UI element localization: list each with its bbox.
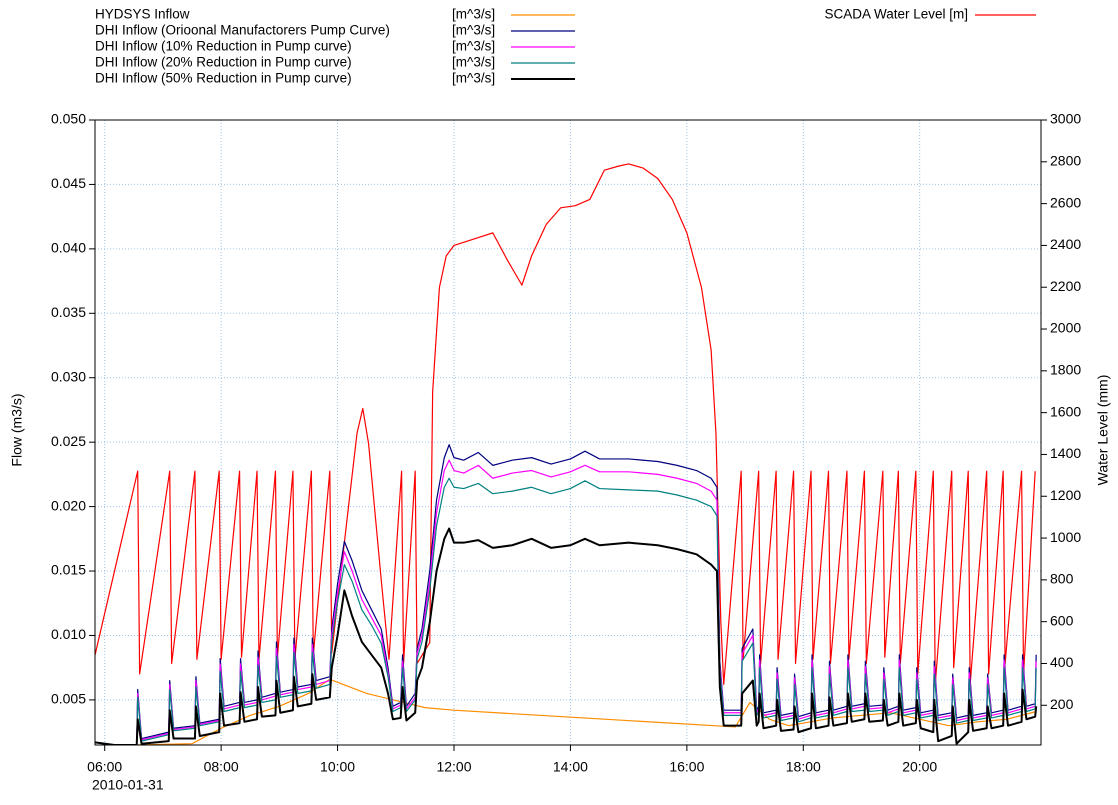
x-date-label: 2010-01-31 bbox=[92, 777, 164, 793]
y-tick-label: 0.020 bbox=[51, 497, 86, 513]
y2-tick-label: 600 bbox=[1050, 612, 1074, 628]
x-tick-label: 16:00 bbox=[669, 759, 704, 775]
y-tick-label: 0.050 bbox=[51, 111, 86, 127]
y2-tick-label: 2400 bbox=[1050, 236, 1081, 252]
legend-label: DHI Inflow (Orioonal Manufactorers Pump … bbox=[95, 23, 390, 38]
y2-tick-label: 3000 bbox=[1050, 111, 1081, 127]
y-tick-label: 0.010 bbox=[51, 626, 86, 642]
y-tick-label: 0.005 bbox=[51, 691, 86, 707]
y2-tick-label: 1800 bbox=[1050, 362, 1081, 378]
y2-tick-label: 800 bbox=[1050, 571, 1074, 587]
legend-unit: [m^3/s] bbox=[452, 71, 495, 86]
y2-tick-label: 400 bbox=[1050, 654, 1074, 670]
y-tick-label: 0.040 bbox=[51, 240, 86, 256]
x-tick-label: 18:00 bbox=[786, 759, 821, 775]
y2-tick-label: 2200 bbox=[1050, 278, 1081, 294]
legend-label: DHI Inflow (10% Reduction in Pump curve) bbox=[95, 39, 352, 54]
y-tick-label: 0.025 bbox=[51, 433, 86, 449]
series-line bbox=[136, 477, 1037, 745]
y2-tick-label: 2000 bbox=[1050, 320, 1081, 336]
plot-frame bbox=[94, 119, 1042, 746]
x-tick-label: 06:00 bbox=[87, 759, 122, 775]
y2-tick-label: 2600 bbox=[1050, 194, 1081, 210]
y-tick-label: 0.030 bbox=[51, 368, 86, 384]
y2-tick-label: 1200 bbox=[1050, 487, 1081, 503]
y2-axis-label: Water Level (mm) bbox=[1095, 375, 1111, 486]
x-tick-label: 08:00 bbox=[204, 759, 239, 775]
series-line bbox=[136, 444, 1037, 745]
legend-label: DHI Inflow (50% Reduction in Pump curve) bbox=[95, 71, 352, 86]
legend-unit: [m^3/s] bbox=[452, 39, 495, 54]
y-tick-label: 0.035 bbox=[51, 304, 86, 320]
series-line bbox=[95, 163, 1036, 685]
y2-tick-label: 1000 bbox=[1050, 529, 1081, 545]
y2-tick-label: 1400 bbox=[1050, 445, 1081, 461]
series-line bbox=[95, 527, 1038, 745]
x-tick-label: 12:00 bbox=[436, 759, 471, 775]
y2-tick-label: 200 bbox=[1050, 696, 1074, 712]
y2-tick-label: 1600 bbox=[1050, 403, 1081, 419]
x-tick-label: 20:00 bbox=[902, 759, 937, 775]
x-tick-label: 10:00 bbox=[320, 759, 355, 775]
legend-label: HYDSYS Inflow bbox=[95, 7, 190, 22]
legend-label: DHI Inflow (20% Reduction in Pump curve) bbox=[95, 55, 352, 70]
x-tick-label: 14:00 bbox=[553, 759, 588, 775]
y2-tick-label: 2800 bbox=[1050, 153, 1081, 169]
legend-label: SCADA Water Level [m] bbox=[824, 7, 968, 22]
legend-unit: [m^3/s] bbox=[452, 7, 495, 22]
y-tick-label: 0.045 bbox=[51, 175, 86, 191]
legend: HYDSYS Inflow [m^3/s] DHI Inflow (Orioonal… bbox=[95, 7, 1036, 86]
series-line bbox=[133, 678, 1037, 745]
y-tick-label: 0.015 bbox=[51, 562, 86, 578]
y-axis-label: Flow (m3/s) bbox=[9, 393, 25, 466]
legend-unit: [m^3/s] bbox=[452, 23, 495, 38]
legend-unit: [m^3/s] bbox=[452, 55, 495, 70]
